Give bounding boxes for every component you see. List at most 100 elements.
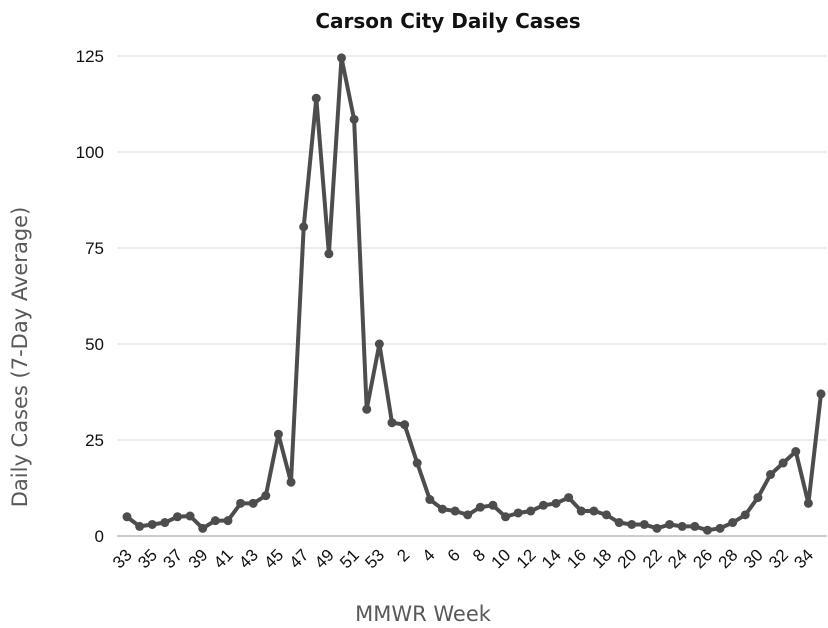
data-point: [374, 339, 384, 349]
x-tick-label: 18: [589, 545, 616, 572]
x-tick-label: 14: [538, 545, 565, 572]
x-tick-label: 33: [109, 545, 136, 572]
data-point: [778, 458, 788, 468]
data-point: [627, 519, 637, 529]
x-tick-label: 45: [260, 545, 287, 572]
data-point: [337, 53, 347, 63]
data-point: [665, 519, 675, 529]
x-tick-label: 20: [614, 545, 641, 572]
data-point: [450, 506, 460, 516]
data-point: [299, 222, 309, 232]
data-point: [400, 420, 410, 430]
x-tick-label: 4: [419, 545, 439, 565]
series-line: [125, 55, 823, 533]
x-tick-label: 26: [689, 545, 716, 572]
x-tick-label: 47: [286, 545, 313, 572]
x-tick-label: 53: [361, 545, 388, 572]
x-tick-label: 2: [393, 545, 413, 565]
data-point: [740, 510, 750, 520]
x-tick-label: 16: [563, 545, 590, 572]
data-point: [690, 521, 700, 531]
data-point: [576, 506, 586, 516]
data-point: [753, 493, 763, 503]
data-point: [639, 519, 649, 529]
y-tick-label: 75: [85, 239, 104, 258]
data-point: [349, 114, 359, 124]
x-tick-label: 43: [235, 545, 262, 572]
data-point: [513, 508, 523, 518]
x-tick-label: 6: [444, 545, 464, 565]
data-point: [261, 491, 271, 501]
data-point: [475, 502, 485, 512]
data-point: [816, 389, 826, 399]
data-point: [538, 500, 548, 510]
data-point: [185, 511, 195, 521]
x-tick-label: 28: [715, 545, 742, 572]
data-point: [526, 506, 536, 516]
data-point: [501, 512, 511, 522]
data-point: [488, 500, 498, 510]
x-tick-label: 10: [488, 545, 515, 572]
data-point: [564, 493, 574, 503]
chart-title: Carson City Daily Cases: [315, 9, 580, 33]
data-point: [551, 498, 561, 508]
x-axis-title: MMWR Week: [355, 602, 492, 626]
x-tick-label: 35: [134, 545, 161, 572]
data-point: [198, 523, 208, 533]
x-tick-label: 41: [210, 545, 237, 572]
data-point: [589, 506, 599, 516]
series-layer: [122, 53, 826, 535]
grid-layer: [117, 55, 827, 537]
data-point: [324, 249, 334, 259]
data-point: [210, 516, 220, 526]
y-tick-label: 50: [85, 335, 104, 354]
x-tick-label: 8: [469, 545, 489, 565]
data-point: [803, 498, 813, 508]
data-point: [135, 521, 145, 531]
data-point: [728, 518, 738, 528]
x-tick-label: 37: [159, 545, 186, 572]
x-tick-label: 32: [765, 545, 792, 572]
y-tick-label: 0: [95, 527, 104, 546]
data-point: [412, 458, 422, 468]
data-point: [311, 93, 321, 103]
data-point: [160, 518, 170, 528]
x-tick-label: 22: [639, 545, 666, 572]
data-point: [273, 429, 283, 439]
x-tick-label: 30: [740, 545, 767, 572]
x-tick-label: 34: [790, 545, 817, 572]
data-point: [702, 525, 712, 535]
data-point: [223, 516, 233, 526]
x-tick-label: 24: [664, 545, 691, 572]
data-point: [172, 512, 182, 522]
y-tick-label: 100: [76, 143, 104, 162]
data-point: [652, 523, 662, 533]
data-point: [425, 495, 435, 505]
data-point: [286, 477, 296, 487]
y-tick-label: 125: [76, 47, 104, 66]
x-tick-label: 51: [336, 545, 363, 572]
y-tick-label: 25: [85, 431, 104, 450]
data-point: [362, 404, 372, 414]
x-tick-label: 12: [513, 545, 540, 572]
data-point: [122, 512, 132, 522]
x-tick-label: 39: [185, 545, 212, 572]
x-tick-label: 49: [311, 545, 338, 572]
data-point: [463, 510, 473, 520]
data-point: [791, 447, 801, 457]
data-point: [715, 523, 725, 533]
data-point: [437, 504, 447, 514]
data-point: [236, 498, 246, 508]
data-point: [677, 521, 687, 531]
data-point: [248, 498, 258, 508]
y-axis-title: Daily Cases (7-Day Average): [8, 207, 32, 508]
data-point: [601, 510, 611, 520]
data-point: [387, 418, 397, 428]
data-point: [766, 470, 776, 480]
data-point: [614, 518, 624, 528]
data-point: [147, 519, 157, 529]
y-axis-tick-labels: 0 25 50 75 100 125: [76, 47, 104, 546]
